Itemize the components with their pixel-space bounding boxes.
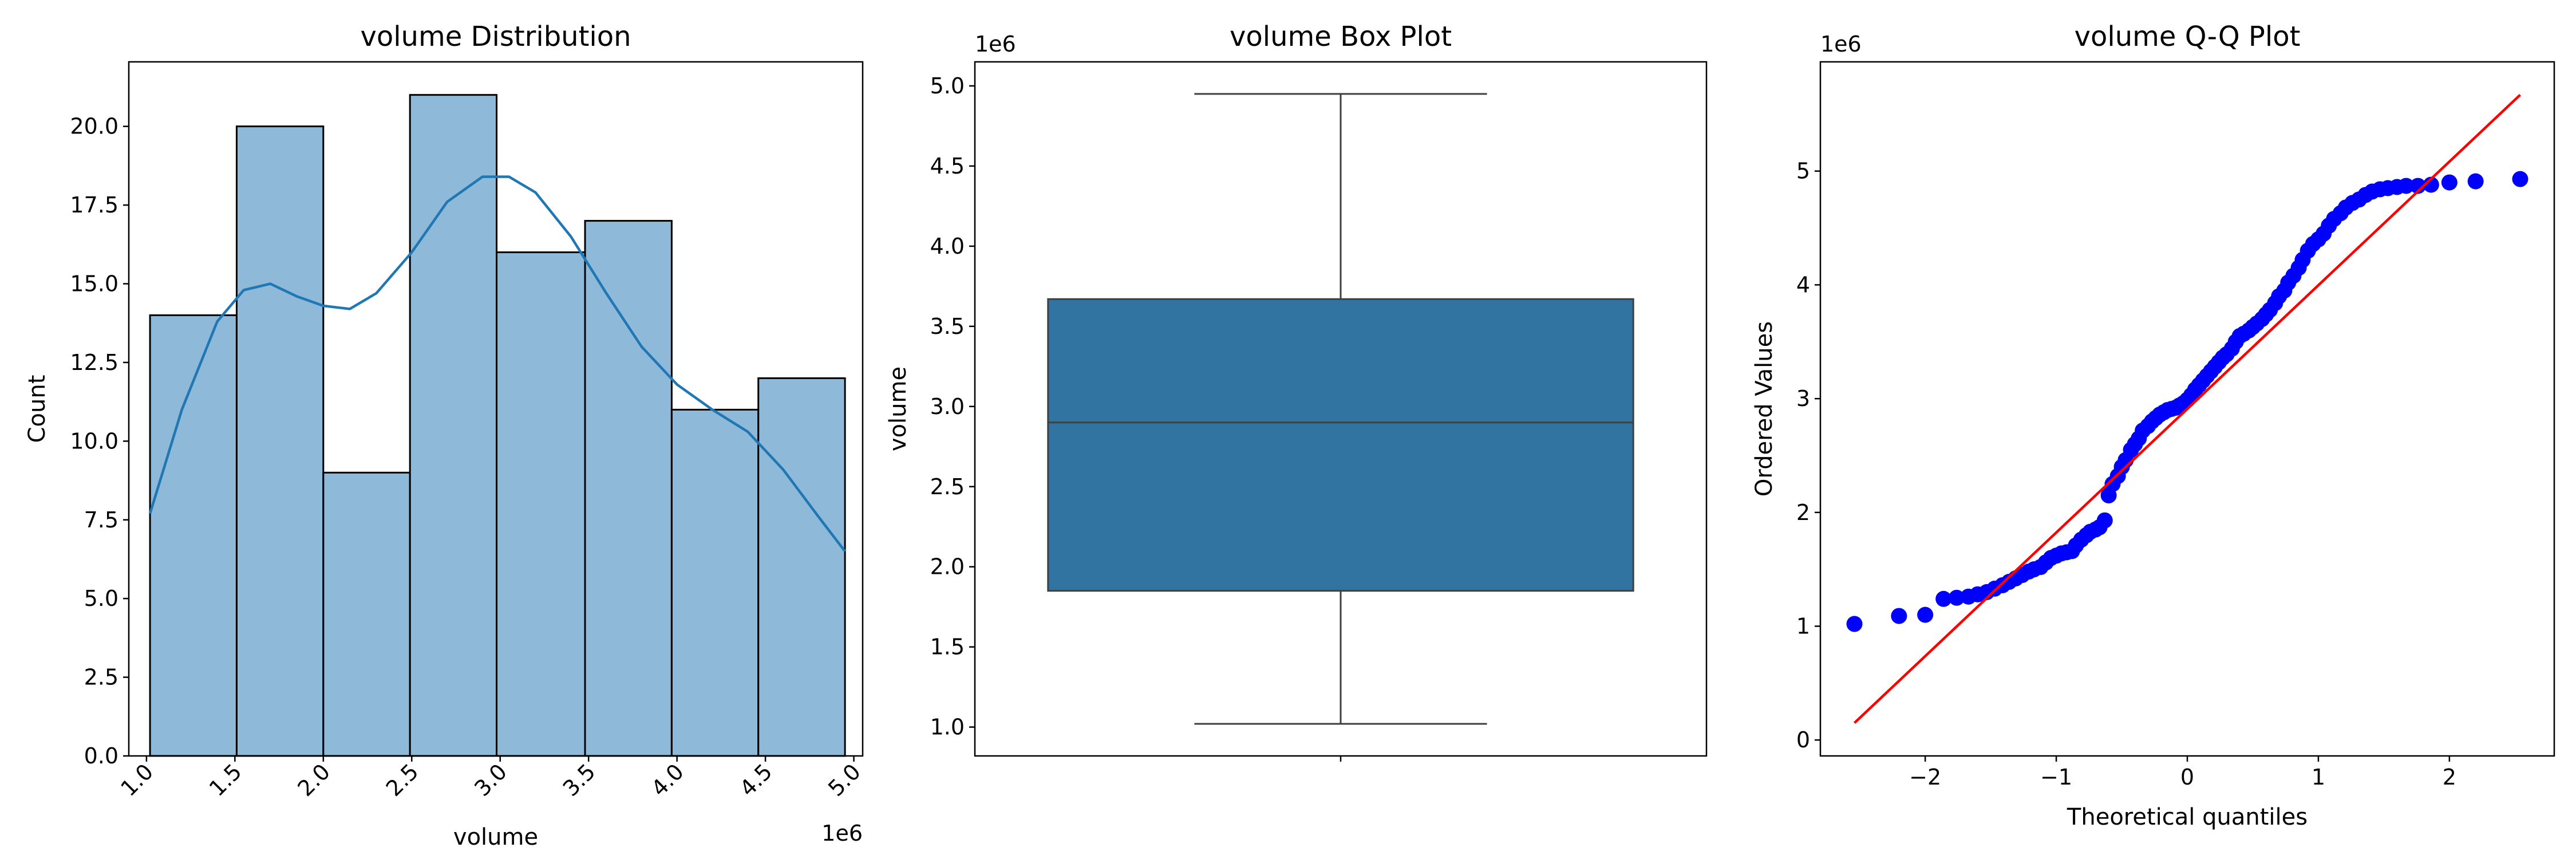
qqplot-x-axis-label: Theoretical quantiles (2067, 804, 2308, 830)
histogram-y-axis-label: Count (24, 375, 50, 443)
qqplot-y-tick-label: 5 (1796, 159, 1810, 184)
boxplot-y-tick-label: 1.5 (930, 635, 965, 660)
histogram-y-tick-label: 5.0 (84, 586, 118, 611)
boxplot-y-tick-label: 2.0 (930, 554, 965, 580)
histogram-x-tick-label: 5.0 (823, 759, 866, 801)
qq-point (2423, 176, 2439, 193)
qq-point (2467, 173, 2484, 190)
histogram-y-tick-label: 10.0 (70, 428, 118, 454)
qqplot-x-tick-label: 1 (2312, 765, 2325, 790)
qqplot-title: volume Q-Q Plot (2075, 21, 2301, 53)
histogram-x-tick-label: 3.5 (558, 759, 600, 801)
kde-curve (148, 175, 846, 553)
qqplot-y-offset-label: 1e6 (1820, 31, 1862, 57)
boxplot-y-axis-label: volume (885, 367, 911, 451)
histogram-x-tick-label: 1.5 (204, 759, 247, 801)
histogram-bar (584, 220, 673, 757)
boxplot-y-tick-label: 4.0 (930, 234, 965, 259)
histogram-y-tick-label: 20.0 (70, 114, 118, 139)
histogram-x-axis-label: volume (453, 824, 538, 850)
histogram-y-tick-label: 15.0 (70, 271, 118, 297)
qq-point (2512, 171, 2528, 187)
boxplot-y-tick-label: 3.5 (930, 314, 965, 339)
histogram-y-tick-label: 7.5 (84, 507, 118, 533)
histogram-bar (757, 377, 846, 757)
histogram-y-tick-label: 12.5 (70, 350, 118, 375)
histogram-x-tick-label: 4.5 (735, 759, 777, 801)
histogram-bar (670, 408, 760, 757)
histogram-x-tick-label: 2.0 (293, 759, 335, 801)
histogram-x-tick-label: 4.0 (646, 759, 689, 801)
qq-point (2409, 178, 2426, 194)
qq-point (1846, 616, 1863, 632)
histogram-title: volume Distribution (360, 21, 631, 53)
histogram-x-tick-label: 3.0 (469, 759, 512, 801)
qq-point (1917, 606, 1934, 623)
qqplot-y-tick-label: 4 (1796, 272, 1810, 297)
qqplot-x-tick-label: 0 (2180, 765, 2194, 790)
qqplot-y-tick-label: 1 (1796, 613, 1810, 639)
qq-point (1935, 590, 1952, 607)
interquartile-box (1047, 298, 1634, 592)
histogram-y-tick-label: 2.5 (84, 665, 118, 690)
boxplot-panel: volume Box Plot volume 1e6 1.0 1.5 2.0 2.5 3… (885, 21, 1708, 762)
boxplot-y-tick-label: 3.0 (930, 394, 965, 419)
qq-point (2096, 512, 2113, 529)
histogram-x-tick-label: 2.5 (381, 759, 424, 801)
qqplot-y-tick-label: 0 (1796, 727, 1810, 752)
boxplot-y-tick-label: 4.5 (930, 153, 965, 179)
qq-point (2441, 174, 2458, 191)
qqplot-x-tick-label: 2 (2443, 765, 2456, 790)
histogram-y-tick-label: 17.5 (70, 192, 118, 218)
histogram-y-tick-label: 0.0 (84, 743, 118, 769)
boxplot-y-tick-label: 1.0 (930, 715, 965, 740)
histogram-x-offset-label: 1e6 (821, 821, 863, 846)
boxplot-y-offset-label: 1e6 (975, 31, 1016, 57)
boxplot-y-tick-label: 5.0 (930, 73, 965, 98)
qq-point (1891, 608, 1907, 624)
qq-point (1949, 589, 1965, 606)
histogram-x-tick-label: 1.0 (116, 759, 158, 801)
qqplot-y-axis-label: Ordered Values (1751, 321, 1777, 497)
boxplot-title: volume Box Plot (1230, 21, 1452, 53)
histogram-bar (409, 94, 498, 757)
histogram-panel: volume Distribution volume Count 1e6 0.0… (24, 21, 866, 850)
qqplot-panel: volume Q-Q Plot Theoretical quantiles Or… (1751, 21, 2555, 830)
qqplot-y-tick-label: 2 (1796, 500, 1810, 525)
boxplot-y-tick-label: 2.5 (930, 474, 965, 499)
qqplot-y-tick-label: 3 (1796, 386, 1810, 411)
histogram-bar (149, 314, 238, 757)
qqplot-x-tick-label: −2 (1909, 765, 1941, 790)
histogram-bar (322, 471, 411, 757)
qq-point (2398, 178, 2415, 194)
histogram-bar (235, 125, 325, 757)
histogram-bar (496, 251, 586, 757)
qqplot-x-tick-label: −1 (2040, 765, 2072, 790)
qq-reference-line (1853, 93, 2522, 724)
histogram-axes-frame (128, 61, 864, 757)
